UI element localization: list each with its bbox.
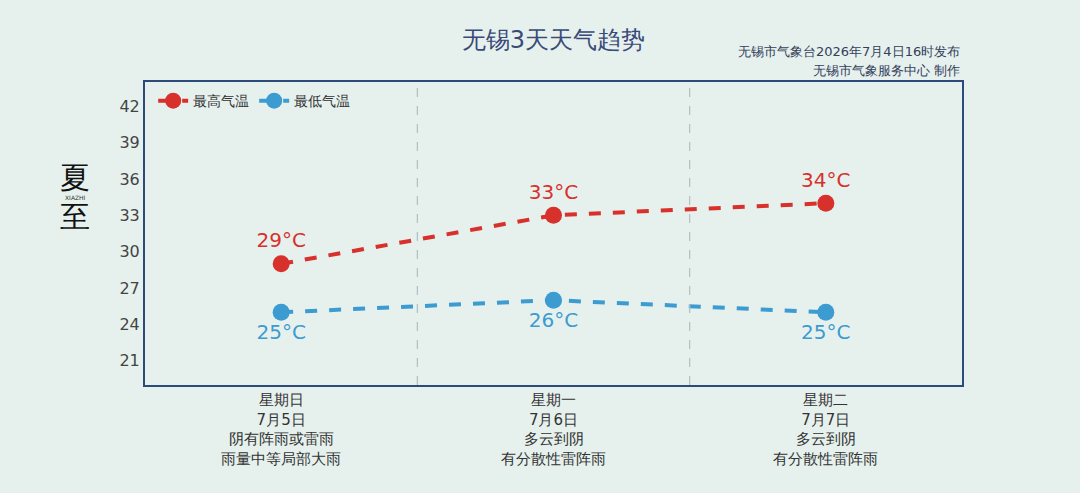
- svg-text:33°C: 33°C: [529, 180, 578, 204]
- svg-text:24: 24: [119, 315, 139, 334]
- svg-text:36: 36: [119, 170, 139, 189]
- svg-text:27: 27: [119, 279, 139, 298]
- svg-text:26°C: 26°C: [529, 308, 578, 332]
- svg-text:29°C: 29°C: [256, 228, 305, 252]
- svg-text:25°C: 25°C: [256, 320, 305, 344]
- svg-text:39: 39: [119, 133, 139, 152]
- svg-text:无锡市气象台2026年7月4日16时发布: 无锡市气象台2026年7月4日16时发布: [738, 44, 960, 59]
- svg-text:34°C: 34°C: [801, 168, 850, 192]
- svg-text:21: 21: [119, 351, 139, 370]
- svg-text:25°C: 25°C: [801, 320, 850, 344]
- svg-text:夏至: 夏至: [60, 160, 90, 234]
- svg-text:星期二7月7日多云到阴有分散性雷阵雨: 星期二7月7日多云到阴有分散性雷阵雨: [773, 391, 878, 468]
- svg-text:无锡市气象服务中心 制作: 无锡市气象服务中心 制作: [813, 63, 960, 78]
- svg-text:最低气温: 最低气温: [294, 93, 350, 109]
- svg-text:星期日7月5日阴有阵雨或雷雨雨量中等局部大雨: 星期日7月5日阴有阵雨或雷雨雨量中等局部大雨: [221, 391, 341, 468]
- svg-text:星期一7月6日多云到阴有分散性雷阵雨: 星期一7月6日多云到阴有分散性雷阵雨: [501, 391, 606, 468]
- svg-text:最高气温: 最高气温: [193, 93, 249, 109]
- svg-text:33: 33: [119, 206, 139, 225]
- svg-text:42: 42: [119, 97, 139, 116]
- svg-text:30: 30: [119, 242, 139, 261]
- svg-text:XIAZHI: XIAZHI: [65, 194, 86, 201]
- svg-text:无锡3天天气趋势: 无锡3天天气趋势: [462, 26, 645, 54]
